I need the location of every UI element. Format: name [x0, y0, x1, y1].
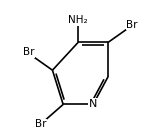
Text: Br: Br	[34, 119, 46, 129]
Text: Br: Br	[23, 47, 34, 57]
Text: N: N	[89, 99, 97, 109]
Text: Br: Br	[126, 19, 138, 29]
Text: NH₂: NH₂	[68, 15, 88, 25]
